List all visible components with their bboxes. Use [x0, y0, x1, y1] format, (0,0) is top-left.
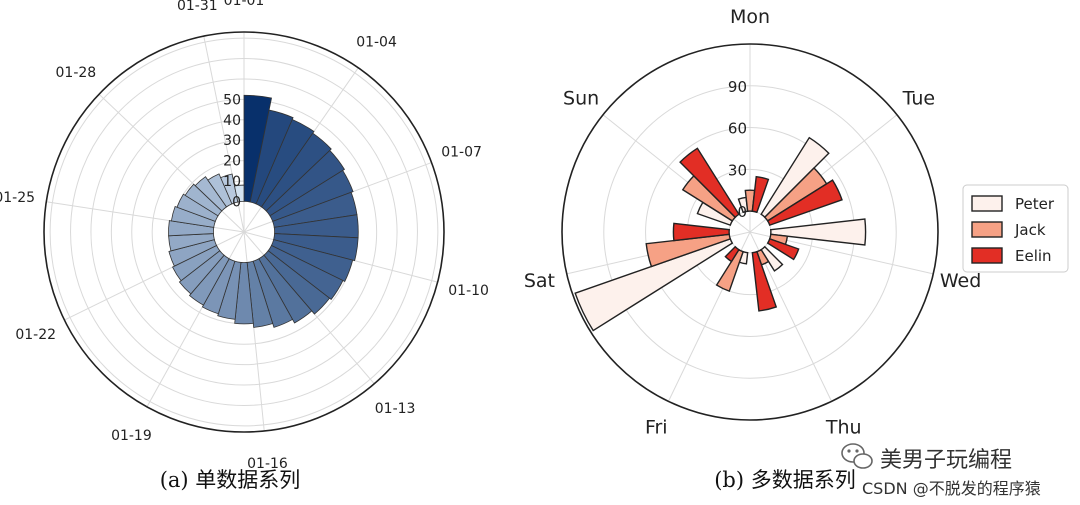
angular-tick-label: 01-10	[448, 283, 489, 299]
bar-Mon-Eelin	[751, 175, 770, 214]
bar-01-12	[263, 250, 331, 315]
angular-tick-label: 01-31	[177, 0, 218, 14]
bar-Wed-Peter	[769, 218, 867, 246]
polar-frame	[561, 43, 939, 421]
bar-01-03	[255, 118, 315, 208]
angular-tick-label: 01-19	[111, 428, 152, 444]
bar-Sat-Eelin	[672, 222, 731, 242]
bar-01-29	[207, 173, 233, 208]
bar-01-02	[249, 109, 294, 205]
bar-Sat-Peter	[574, 238, 734, 332]
angular-tick-label: Sat	[524, 270, 555, 292]
bar-01-11	[267, 244, 344, 301]
bar-01-10	[270, 239, 354, 282]
angular-tick-label: Wed	[940, 270, 981, 292]
wechat-icon	[841, 443, 873, 469]
angular-tick-label: 01-28	[56, 65, 97, 81]
angular-tick-label: Thu	[825, 417, 862, 439]
bar-01-21	[172, 244, 221, 282]
legend-swatch-Eelin	[971, 247, 1003, 264]
angular-tick-label: 01-04	[356, 35, 397, 51]
bar-01-04	[260, 132, 332, 212]
bar-Fri-Eelin	[724, 245, 740, 263]
angular-tick-label: 01-25	[0, 190, 35, 206]
chart-a-single-series: 0 10 20 30 40 50 01-01 01-04 01-07 01-10 01-13 01-1…	[0, 0, 489, 472]
radial-tick-label: 30	[223, 133, 241, 149]
caption-a: (a) 单数据系列	[160, 468, 301, 492]
angular-tick-label: 01-22	[15, 327, 56, 343]
bar-01-14	[252, 258, 294, 328]
radial-tick-label: 0	[737, 203, 747, 221]
bar-01-22	[168, 239, 218, 267]
bar-01-25	[170, 205, 216, 228]
radial-tick-label: 30	[728, 161, 747, 179]
bar-01-15	[246, 260, 274, 328]
radial-tick-label: 40	[223, 113, 241, 129]
bar-01-28	[194, 176, 228, 212]
bar-01-27	[184, 183, 223, 217]
radial-tick-label: 10	[223, 174, 241, 190]
bar-Sat-Jack	[645, 233, 732, 268]
angular-tick-label: Tue	[902, 87, 935, 109]
bar-01-31	[234, 184, 245, 203]
bar-Thu-Peter	[760, 245, 784, 272]
bar-01-17	[217, 260, 242, 320]
bar-Thu-Eelin	[751, 250, 778, 312]
angular-tick-label: Fri	[645, 417, 668, 439]
legend-label-Eelin: Eelin	[1015, 247, 1052, 265]
bar-01-30	[220, 173, 239, 205]
caption-b: (b) 多数据系列	[714, 468, 856, 492]
bar-01-24	[168, 220, 215, 237]
bar-Fri-Jack	[715, 248, 744, 293]
bar-Tue-Peter	[760, 136, 830, 219]
legend-label-Peter: Peter	[1015, 195, 1055, 213]
angular-tick-label: 01-16	[247, 456, 288, 472]
bar-01-05	[265, 149, 346, 217]
bar-01-26	[176, 193, 219, 222]
bar-01-20	[178, 250, 225, 295]
radial-tick-label: 90	[728, 78, 747, 96]
bar-Tue-Eelin	[766, 179, 843, 226]
legend-swatch-Jack	[971, 221, 1003, 238]
angular-tick-label: Sun	[563, 87, 599, 109]
watermark: 美男子玩编程 CSDN @不脱发的程序猿	[841, 443, 1041, 498]
bar-01-13	[258, 254, 313, 324]
chart-b-multi-series: 0 30 60 90 Mon Tue Wed Thu Fri Sat Sun	[524, 6, 981, 439]
radial-tick-label: 60	[728, 120, 747, 138]
bar-01-18	[201, 258, 236, 315]
angular-tick-label: 01-07	[441, 144, 482, 160]
legend: Peter Jack Eelin	[962, 184, 1069, 273]
bar-01-06	[269, 169, 354, 222]
polar-frame	[43, 31, 445, 433]
bar-Sun-Eelin	[679, 147, 740, 219]
angular-tick-label: Mon	[730, 6, 770, 28]
watermark-account: 美男子玩编程	[880, 448, 1012, 473]
angular-tick-label: 01-13	[375, 401, 416, 417]
radial-tick-label: 0	[232, 194, 241, 210]
legend-swatch-Peter	[971, 195, 1003, 212]
angular-tick-label: 01-01	[224, 0, 265, 9]
bar-01-19	[188, 254, 230, 306]
radial-tick-label: 20	[223, 154, 241, 170]
bar-01-01	[243, 94, 272, 203]
bar-01-09	[273, 233, 359, 262]
radial-tick-label: 50	[223, 92, 241, 108]
bar-Wed-Eelin	[766, 238, 800, 261]
watermark-credit: CSDN @不脱发的程序猿	[862, 479, 1041, 498]
legend-label-Jack: Jack	[1014, 221, 1046, 239]
